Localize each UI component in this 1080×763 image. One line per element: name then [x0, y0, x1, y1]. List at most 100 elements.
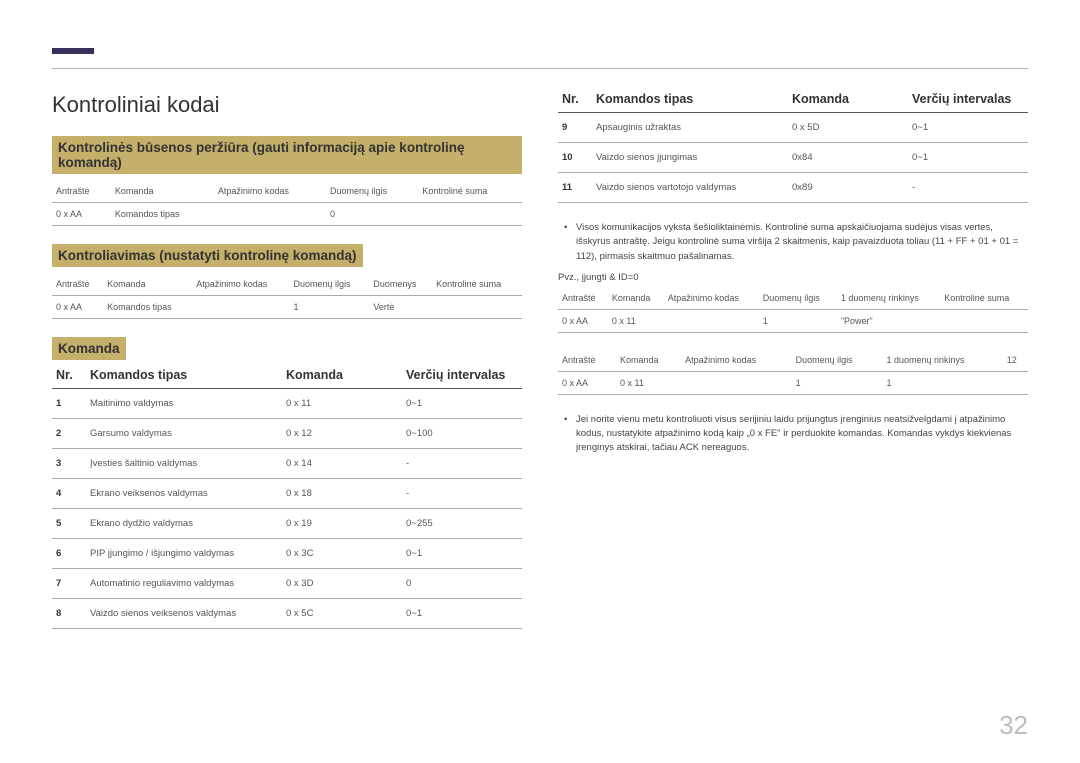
- cell-range: 0: [402, 569, 522, 599]
- cell-type: Įvesties šaltinio valdymas: [86, 449, 282, 479]
- th: Duomenų ilgis: [289, 275, 369, 296]
- th: Antraštė: [52, 182, 111, 203]
- th: Atpažinimo kodas: [192, 275, 289, 296]
- cell-cmd: 0 x 5C: [282, 599, 402, 629]
- note1: Visos komunikacijos vyksta šešioliktainė…: [558, 221, 1028, 264]
- td: [192, 296, 289, 319]
- td: 1: [883, 371, 1003, 394]
- th: Komanda: [111, 182, 214, 203]
- th: 1 duomenų rinkinys: [883, 351, 1003, 372]
- content-columns: Kontroliniai kodai Kontrolinės būsenos p…: [52, 92, 1028, 647]
- cell-range: -: [908, 173, 1028, 203]
- th: Kontrolinė suma: [418, 182, 522, 203]
- table-row: 10Vaizdo sienos įjungimas0x840~1: [558, 143, 1028, 173]
- td: 1: [759, 309, 837, 332]
- cell-type: PIP įjungimo / išjungimo valdymas: [86, 539, 282, 569]
- table-row: 7Automatinio reguliavimo valdymas0 x 3D0: [52, 569, 522, 599]
- command-table-header-right: Nr. Komandos tipas Komanda Verčių interv…: [558, 92, 1028, 113]
- left-column: Kontroliniai kodai Kontrolinės būsenos p…: [52, 92, 522, 647]
- td: 1: [289, 296, 369, 319]
- example2-table: Antraštė Komanda Atpažinimo kodas Duomen…: [558, 351, 1028, 395]
- cell-nr: 11: [558, 173, 592, 203]
- section1-heading: Kontrolinės būsenos peržiūra (gauti info…: [52, 136, 522, 174]
- cell-nr: 1: [52, 389, 86, 419]
- cell-range: 0~1: [402, 389, 522, 419]
- cell-type: Ekrano veiksenos valdymas: [86, 479, 282, 509]
- section3-heading: Komanda: [52, 337, 126, 360]
- accent-bar: [52, 48, 94, 54]
- table-row: 9Apsauginis užraktas0 x 5D0~1: [558, 113, 1028, 143]
- hdr-range: Verčių intervalas: [908, 92, 1028, 106]
- command-table-left: 1Maitinimo valdymas0 x 110~12Garsumo val…: [52, 389, 522, 629]
- hdr-nr: Nr.: [52, 368, 86, 382]
- hdr-range: Verčių intervalas: [402, 368, 522, 382]
- cell-cmd: 0 x 12: [282, 419, 402, 449]
- th: Komanda: [103, 275, 192, 296]
- td: 0 x AA: [52, 203, 111, 226]
- cell-nr: 7: [52, 569, 86, 599]
- cell-type: Garsumo valdymas: [86, 419, 282, 449]
- section2-table: Antraštė Komanda Atpažinimo kodas Duomen…: [52, 275, 522, 319]
- td: 0 x AA: [558, 371, 616, 394]
- cell-nr: 4: [52, 479, 86, 509]
- cell-cmd: 0 x 5D: [788, 113, 908, 143]
- hdr-cmd: Komanda: [282, 368, 402, 382]
- table-row: 6PIP įjungimo / išjungimo valdymas0 x 3C…: [52, 539, 522, 569]
- example-label: Pvz., įjungti & ID=0: [558, 272, 1028, 283]
- th: Kontrolinė suma: [940, 289, 1028, 310]
- cell-type: Vaizdo sienos veiksenos valdymas: [86, 599, 282, 629]
- cell-nr: 5: [52, 509, 86, 539]
- cell-nr: 9: [558, 113, 592, 143]
- td: 1: [792, 371, 883, 394]
- cell-range: 0~100: [402, 419, 522, 449]
- td: [940, 309, 1028, 332]
- td: 0 x 11: [616, 371, 681, 394]
- note1-list: Visos komunikacijos vyksta šešioliktainė…: [558, 221, 1028, 264]
- th: Komanda: [608, 289, 664, 310]
- td: [214, 203, 326, 226]
- th: Duomenys: [369, 275, 432, 296]
- th: 12: [1003, 351, 1028, 372]
- th: Duomenų ilgis: [792, 351, 883, 372]
- td: [1003, 371, 1028, 394]
- hdr-type: Komandos tipas: [592, 92, 788, 106]
- td: Vertė: [369, 296, 432, 319]
- td: Komandos tipas: [111, 203, 214, 226]
- td: 0 x AA: [52, 296, 103, 319]
- th: Antraštė: [558, 351, 616, 372]
- cell-cmd: 0x84: [788, 143, 908, 173]
- th: Duomenų ilgis: [759, 289, 837, 310]
- example1-table: Antraštė Komanda Atpažinimo kodas Duomen…: [558, 289, 1028, 333]
- td: "Power": [837, 309, 940, 332]
- section2-heading: Kontroliavimas (nustatyti kontrolinę kom…: [52, 244, 363, 267]
- right-column: Nr. Komandos tipas Komanda Verčių interv…: [558, 92, 1028, 647]
- page-title: Kontroliniai kodai: [52, 92, 522, 118]
- table-row: 3Įvesties šaltinio valdymas0 x 14-: [52, 449, 522, 479]
- note2: Jei norite vienu metu kontroliuoti visus…: [558, 413, 1028, 456]
- cell-range: 0~255: [402, 509, 522, 539]
- td: [681, 371, 792, 394]
- td: 0: [326, 203, 418, 226]
- cell-type: Vaizdo sienos įjungimas: [592, 143, 788, 173]
- cell-nr: 2: [52, 419, 86, 449]
- section1-table: Antraštė Komanda Atpažinimo kodas Duomen…: [52, 182, 522, 226]
- th: Duomenų ilgis: [326, 182, 418, 203]
- td: [664, 309, 759, 332]
- th: Atpažinimo kodas: [681, 351, 792, 372]
- td: 0 x 11: [608, 309, 664, 332]
- td: [418, 203, 522, 226]
- hdr-nr: Nr.: [558, 92, 592, 106]
- cell-range: 0~1: [402, 539, 522, 569]
- cell-type: Automatinio reguliavimo valdymas: [86, 569, 282, 599]
- cell-type: Vaizdo sienos vartotojo valdymas: [592, 173, 788, 203]
- td: Komandos tipas: [103, 296, 192, 319]
- page-number: 32: [999, 710, 1028, 741]
- command-table-right: 9Apsauginis užraktas0 x 5D0~110Vaizdo si…: [558, 113, 1028, 203]
- cell-type: Apsauginis užraktas: [592, 113, 788, 143]
- hdr-type: Komandos tipas: [86, 368, 282, 382]
- cell-range: 0~1: [402, 599, 522, 629]
- cell-range: -: [402, 479, 522, 509]
- th: Antraštė: [558, 289, 608, 310]
- cell-range: 0~1: [908, 113, 1028, 143]
- cell-nr: 10: [558, 143, 592, 173]
